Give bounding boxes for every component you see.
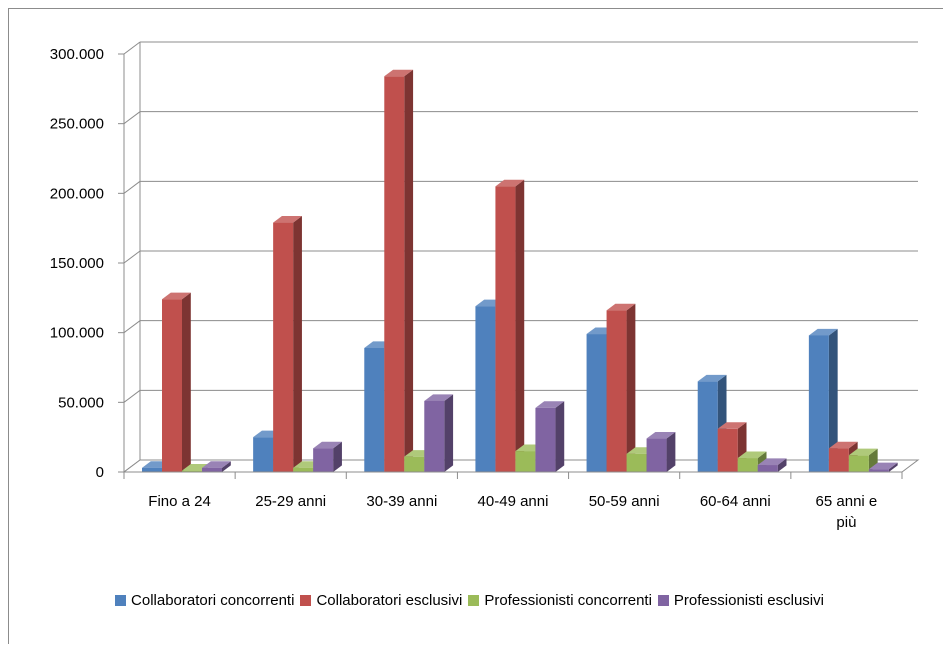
x-tick-label: 60-64 anni <box>700 493 771 510</box>
y-tick-label: 50.000 <box>58 394 104 411</box>
bar <box>606 303 636 472</box>
bar <box>646 431 676 472</box>
gridline-side <box>123 180 141 194</box>
legend-label: Collaboratori esclusivi <box>316 591 463 609</box>
bar <box>535 401 565 472</box>
legend-swatch <box>115 594 127 606</box>
gridline-side <box>123 320 141 334</box>
gridline-side <box>123 41 141 55</box>
x-tick-label: 40-49 anni <box>478 493 549 510</box>
bar <box>808 328 838 472</box>
legend: Collaboratori concorrenti Collaboratori e… <box>0 588 945 612</box>
chart-frame <box>8 8 943 644</box>
x-tick-label: più <box>836 514 856 531</box>
gridline-side <box>123 250 141 264</box>
legend-item: Collaboratori concorrenti <box>115 592 294 609</box>
bar <box>424 394 454 472</box>
x-tick-label: 50-59 anni <box>589 493 660 510</box>
bar <box>202 461 231 472</box>
x-tick-label: 30-39 anni <box>366 493 437 510</box>
legend-label: Collaboratori concorrenti <box>131 591 295 609</box>
bar <box>384 69 414 473</box>
bar <box>868 462 898 472</box>
x-tick-label: Fino a 24 <box>148 493 211 510</box>
bar <box>757 458 787 472</box>
bar <box>162 292 191 472</box>
legend-swatch <box>657 594 669 606</box>
bar <box>313 441 342 472</box>
legend-item: Professionisti concorrenti <box>468 592 652 609</box>
gridline-side <box>123 111 141 125</box>
x-tick-label: 25-29 anni <box>255 493 326 510</box>
bar <box>273 215 302 472</box>
legend-swatch <box>468 594 480 606</box>
legend-item: Professionisti esclusivi <box>657 591 824 609</box>
y-tick-label: 0 <box>96 464 104 481</box>
y-tick-label: 300.000 <box>50 46 104 63</box>
legend-label: Professionisti concorrenti <box>484 591 652 609</box>
y-tick-label: 150.000 <box>50 255 104 272</box>
y-tick-label: 200.000 <box>50 185 104 202</box>
y-tick-label: 250.000 <box>50 116 104 133</box>
gridline-side <box>123 389 141 403</box>
legend-item: Collaboratori esclusivi <box>300 592 462 609</box>
x-tick-label: 65 anni e <box>816 493 878 510</box>
bar <box>495 179 525 472</box>
y-tick-label: 100.000 <box>50 325 104 342</box>
legend-label: Professionisti esclusivi <box>673 591 824 609</box>
legend-swatch <box>300 594 312 606</box>
